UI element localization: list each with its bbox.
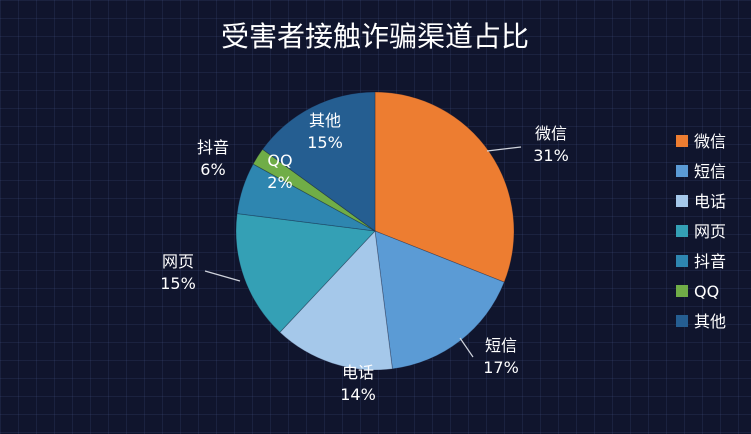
pie-slice-6 [252,148,376,232]
slice-name-label: 网页 [162,252,194,271]
legend-swatch [676,135,688,147]
slice-percent-label: 17% [483,358,519,377]
legend-label: 其他 [694,312,726,331]
legend-label: QQ [694,282,719,301]
legend-swatch [676,285,688,297]
legend-swatch [676,255,688,267]
leader-line-1 [486,146,522,152]
pie-slice-2 [374,230,505,370]
leader-line-4 [204,270,241,282]
slice-percent-label: 15% [160,274,196,293]
leader-line-2 [459,337,474,358]
pie-slice-4 [235,213,376,333]
slice-name-label: QQ [267,151,292,170]
legend-swatch [676,165,688,177]
slice-name-label: 短信 [485,336,517,355]
legend-label: 抖音 [694,252,726,271]
legend-label: 短信 [694,162,726,181]
slice-percent-label: 14% [340,385,376,404]
legend-label: 微信 [694,132,726,151]
legend-label: 网页 [694,222,726,241]
slice-name-label: 抖音 [197,138,229,157]
slice-name-label: 电话 [342,363,374,382]
slice-percent-label: 2% [267,173,292,192]
slice-name-label: 其他 [309,111,341,130]
slice-percent-label: 15% [307,133,343,152]
pie-slice-1 [374,91,515,283]
slice-labels: 微信 31% 短信 17% 电话 14% 网页 15% 抖音 6% QQ 2% 其他 15% [160,111,569,404]
legend-swatch [676,195,688,207]
slice-name-label: 微信 [535,124,567,143]
pie-slice-5 [236,163,376,232]
leader-lines [204,146,522,358]
legend-swatch [676,315,688,327]
pie-slices [235,91,515,371]
pie-slice-3 [279,230,393,371]
pie-slice-7 [261,91,376,232]
legend-label: 电话 [694,192,726,211]
slice-percent-label: 6% [200,160,225,179]
legend-swatch [676,225,688,237]
chart-title: 受害者接触诈骗渠道占比 [221,20,529,53]
slice-percent-label: 31% [533,146,569,165]
